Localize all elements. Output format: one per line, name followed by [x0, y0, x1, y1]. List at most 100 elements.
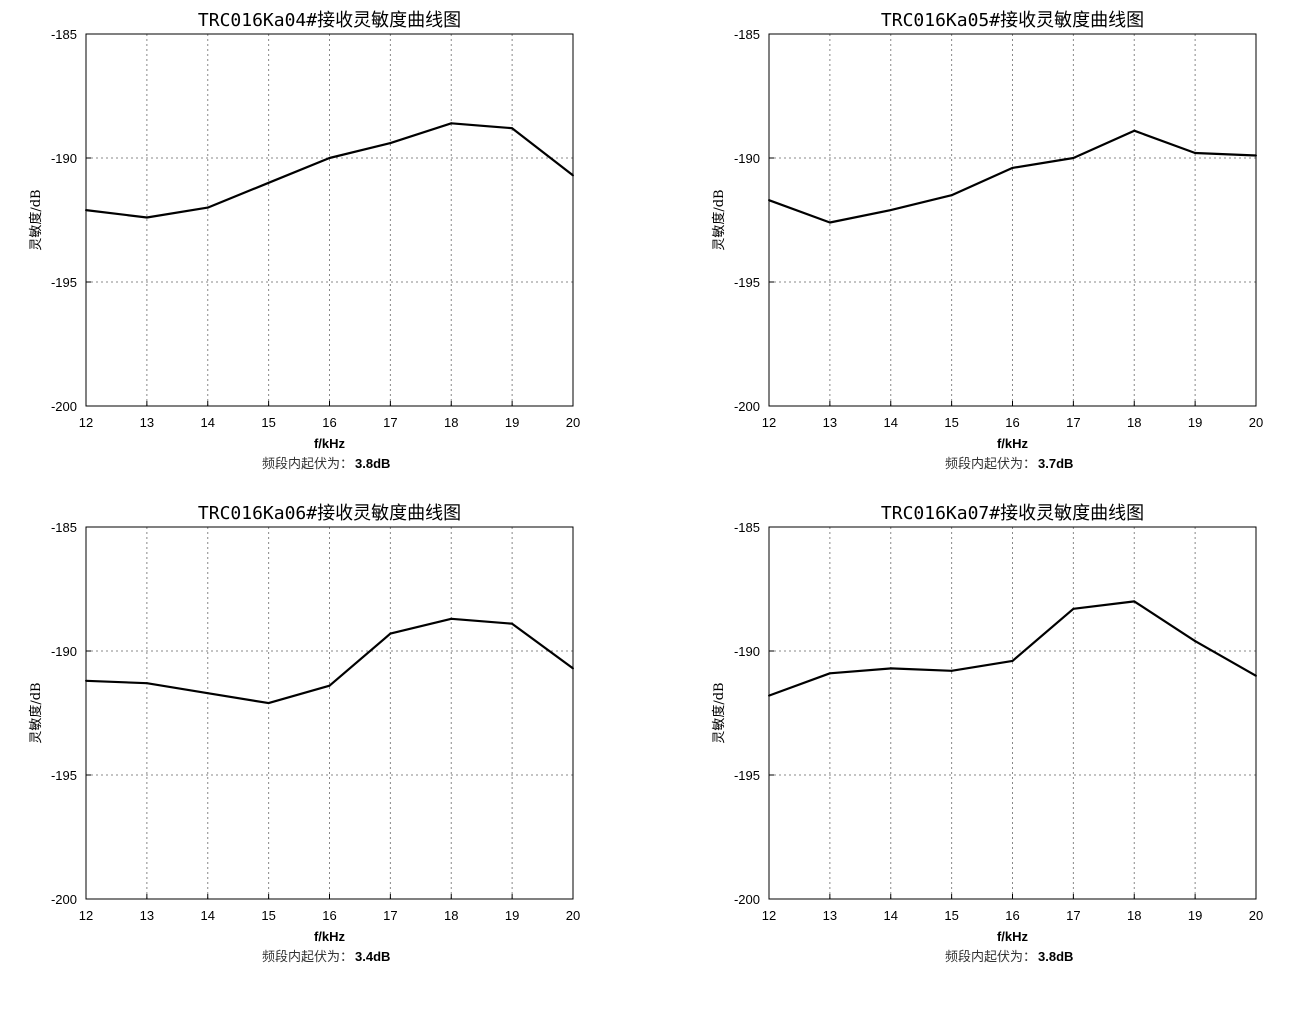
fluctuation-value: 3.4dB — [355, 949, 390, 964]
y-axis-label: 灵敏度/dB — [711, 189, 727, 250]
y-tick-label: -185 — [734, 27, 760, 42]
x-tick-label: 16 — [1005, 908, 1019, 923]
x-tick-label: 12 — [762, 908, 776, 923]
data-point — [1194, 640, 1197, 643]
data-point — [768, 694, 770, 697]
chart-title: TRC016Ka04#接收灵敏度曲线图 — [198, 10, 461, 31]
plot-frame — [768, 33, 1257, 407]
y-tick-label: -200 — [51, 892, 77, 907]
y-tick-label: -200 — [734, 892, 760, 907]
x-tick-label: 15 — [261, 908, 275, 923]
x-tick-label: 19 — [505, 908, 519, 923]
data-point — [511, 622, 514, 625]
x-tick-label: 17 — [1066, 415, 1080, 430]
x-tick-label: 20 — [566, 415, 580, 430]
x-tick-label: 14 — [884, 908, 898, 923]
fluctuation-value: 3.8dB — [355, 456, 390, 471]
chart-svg-ka05: 12 13 14 15 16 17 18 19 20 -185 -190 -195 -200 TRC016… — [711, 10, 1263, 472]
data-point — [1255, 674, 1257, 677]
x-tick-label: 19 — [1188, 908, 1202, 923]
y-tick-label: -200 — [51, 399, 77, 414]
y-tick-label: -185 — [734, 520, 760, 535]
x-tick-label: 20 — [1249, 908, 1263, 923]
data-point — [1011, 659, 1014, 662]
data-point — [1072, 157, 1075, 159]
x-tick-label: 12 — [79, 415, 93, 430]
x-tick-label: 14 — [884, 415, 898, 430]
chart-panel-ka05: 12 13 14 15 16 17 18 19 20 -185 -190 -195 -200 TRC016… — [683, 0, 1313, 500]
x-axis-label: f/kHz — [997, 436, 1029, 451]
data-point — [511, 127, 514, 130]
y-tick-label: -185 — [51, 520, 77, 535]
chart-title: TRC016Ka07#接收灵敏度曲线图 — [881, 503, 1144, 524]
fluctuation-label: 频段内起伏为： — [945, 456, 1036, 472]
data-point — [206, 692, 209, 695]
x-tick-label: 13 — [140, 415, 154, 430]
y-tick-label: -190 — [51, 151, 77, 166]
x-tick-label: 13 — [140, 908, 154, 923]
data-point — [889, 209, 892, 212]
x-tick-label: 18 — [1127, 908, 1141, 923]
fluctuation-value: 3.7dB — [1038, 456, 1073, 471]
y-tick-label: -195 — [51, 768, 77, 783]
y-tick-label: -195 — [734, 768, 760, 783]
x-tick-label: 19 — [1188, 415, 1202, 430]
chart-title: TRC016Ka06#接收灵敏度曲线图 — [198, 503, 461, 524]
data-point — [389, 142, 392, 145]
data-point — [328, 157, 331, 159]
x-tick-label: 16 — [1005, 415, 1019, 430]
y-axis-label: 灵敏度/dB — [28, 189, 44, 250]
data-point — [572, 667, 574, 670]
x-tick-label: 18 — [444, 415, 458, 430]
data-point — [572, 174, 574, 177]
data-point — [1194, 152, 1197, 155]
y-tick-label: -195 — [51, 275, 77, 290]
y-axis-label: 灵敏度/dB — [711, 682, 727, 743]
data-point — [145, 216, 148, 219]
data-point — [1133, 600, 1136, 603]
chart-svg-ka06: 12 13 14 15 16 17 18 19 20 -185 -190 -195 -200 TRC016… — [28, 503, 580, 965]
fluctuation-label: 频段内起伏为： — [262, 949, 353, 965]
data-point — [267, 181, 270, 184]
x-axis-label: f/kHz — [314, 929, 346, 944]
data-point — [950, 669, 953, 672]
data-point — [1072, 607, 1075, 610]
y-tick-label: -190 — [734, 151, 760, 166]
y-tick-label: -200 — [734, 399, 760, 414]
plot-frame — [85, 33, 574, 407]
x-tick-label: 20 — [1249, 415, 1263, 430]
data-point — [206, 206, 209, 209]
x-tick-label: 17 — [383, 415, 397, 430]
x-tick-label: 14 — [201, 415, 215, 430]
x-tick-label: 17 — [1066, 908, 1080, 923]
x-tick-label: 14 — [201, 908, 215, 923]
y-tick-label: -195 — [734, 275, 760, 290]
data-point — [889, 667, 892, 670]
x-tick-label: 16 — [322, 908, 336, 923]
x-tick-label: 19 — [505, 415, 519, 430]
x-tick-label: 18 — [1127, 415, 1141, 430]
chart-svg-ka04: 12 13 14 15 16 17 18 19 20 -185 -190 -195 -200 TRC016… — [28, 10, 580, 472]
x-tick-label: 12 — [79, 908, 93, 923]
data-point — [950, 194, 953, 197]
fluctuation-label: 频段内起伏为： — [262, 456, 353, 472]
x-tick-label: 12 — [762, 415, 776, 430]
x-axis-label: f/kHz — [997, 929, 1029, 944]
data-point — [328, 684, 331, 687]
data-point — [828, 672, 831, 675]
data-point — [768, 199, 770, 202]
y-axis-label: 灵敏度/dB — [28, 682, 44, 743]
chart-panel-ka06: 12 13 14 15 16 17 18 19 20 -185 -190 -195 -200 TRC016… — [0, 493, 650, 993]
chart-svg-ka07: 12 13 14 15 16 17 18 19 20 -185 -190 -195 -200 TRC016… — [711, 503, 1263, 965]
chart-panel-ka04: 12 13 14 15 16 17 18 19 20 -185 -190 -195 -200 TRC016… — [0, 0, 650, 500]
data-point — [450, 617, 453, 620]
x-axis-label: f/kHz — [314, 436, 346, 451]
fluctuation-value: 3.8dB — [1038, 949, 1073, 964]
y-tick-label: -185 — [51, 27, 77, 42]
x-tick-label: 17 — [383, 908, 397, 923]
x-tick-label: 15 — [261, 415, 275, 430]
chart-panel-ka07: 12 13 14 15 16 17 18 19 20 -185 -190 -195 -200 TRC016… — [683, 493, 1313, 993]
data-point — [389, 632, 392, 635]
data-point — [450, 122, 453, 125]
data-point — [267, 702, 270, 705]
